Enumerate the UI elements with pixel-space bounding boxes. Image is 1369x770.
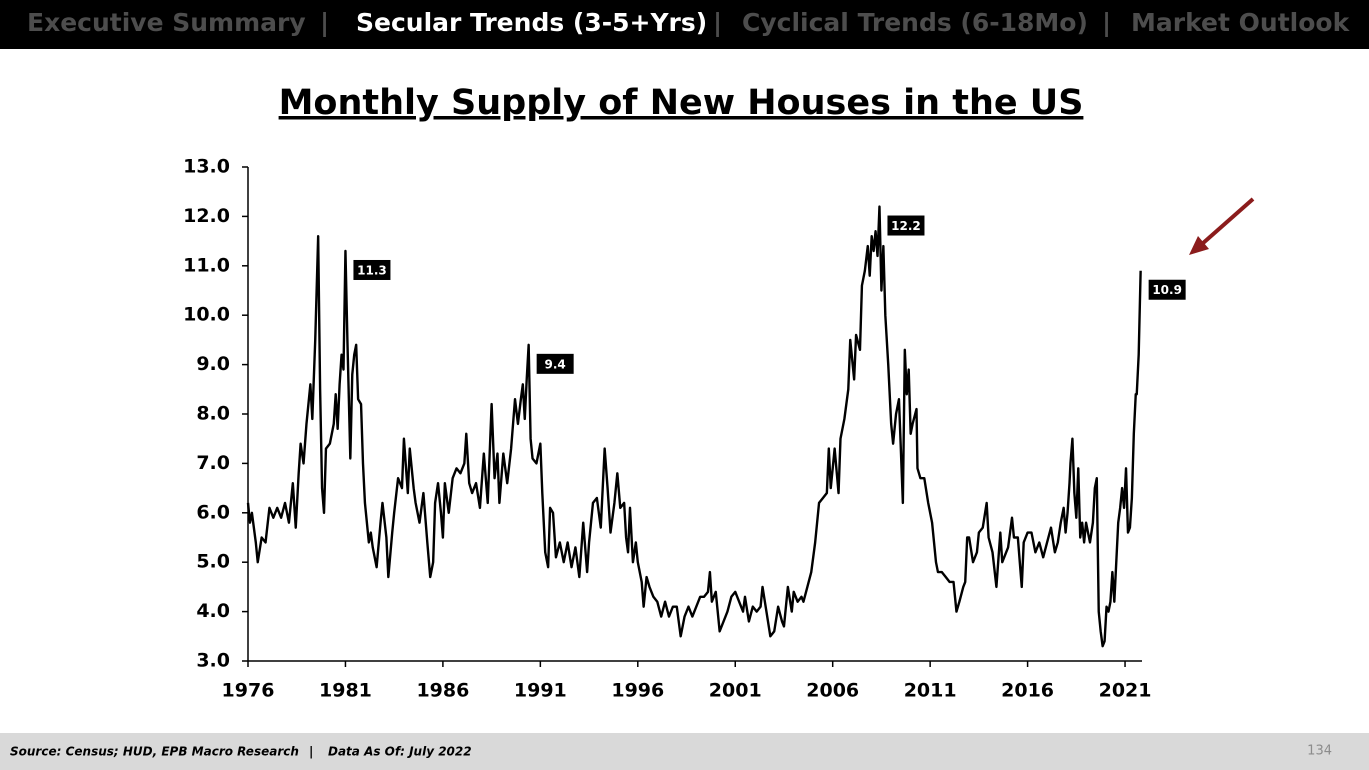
arrow-head [1189, 236, 1209, 255]
y-tick-label: 4.0 [196, 600, 230, 622]
x-tick-label: 2006 [806, 680, 859, 702]
y-tick-label: 9.0 [196, 353, 230, 375]
y-tick-label: 7.0 [196, 452, 230, 474]
y-tick-label: 10.0 [183, 304, 230, 326]
annotation: 12.2 [887, 215, 925, 236]
x-tick-label: 2001 [709, 680, 762, 702]
annotation-label: 10.9 [1152, 283, 1182, 297]
nav-item: Market Outlook [1131, 8, 1351, 37]
x-tick-label: 1991 [514, 680, 567, 702]
nav-separator: | [713, 8, 722, 37]
x-tick-label: 1976 [222, 680, 275, 702]
x-tick-label: 2011 [904, 680, 957, 702]
annotation-box [353, 259, 391, 280]
x-tick-label: 1981 [319, 680, 372, 702]
footer-bar [0, 733, 1369, 770]
x-tick-label: 2021 [1099, 680, 1152, 702]
annotation: 10.9 [1148, 279, 1186, 300]
footer-source: Source: Census; HUD, EPB Macro Research [10, 745, 299, 759]
annotation: 11.3 [353, 259, 391, 280]
nav-item: Executive Summary [27, 8, 306, 37]
x-tick-label: 1996 [611, 680, 664, 702]
y-tick-label: 13.0 [183, 156, 230, 178]
footer-separator: | [309, 745, 313, 759]
page-number: 134 [1307, 744, 1332, 759]
annotation-box [1148, 279, 1186, 300]
arrow-shaft [1200, 197, 1255, 246]
y-tick-label: 5.0 [196, 551, 230, 573]
y-tick-label: 11.0 [183, 254, 230, 276]
arrow [1189, 197, 1255, 255]
data-line [246, 205, 1142, 648]
annotation-label: 11.3 [357, 263, 387, 277]
annotation-label: 12.2 [891, 219, 921, 233]
nav-bar [0, 0, 1369, 49]
annotation: 9.4 [536, 353, 574, 374]
footer-as-of: Data As Of: July 2022 [328, 745, 472, 759]
nav-item: Cyclical Trends (6-18Mo) [742, 8, 1088, 37]
y-tick-label: 6.0 [196, 501, 230, 523]
nav-separator: | [320, 8, 329, 37]
nav-item: Secular Trends (3-5+Yrs) [356, 8, 707, 37]
annotation-box [536, 353, 574, 374]
y-tick-label: 3.0 [196, 650, 230, 672]
nav-separator: | [1102, 8, 1111, 37]
chart-title: Monthly Supply of New Houses in the US [279, 83, 1084, 123]
x-tick-label: 2016 [1001, 680, 1054, 702]
y-tick-label: 8.0 [196, 403, 230, 425]
y-tick-label: 12.0 [183, 205, 230, 227]
annotation-box [887, 215, 925, 236]
annotation-label: 9.4 [545, 357, 566, 371]
x-tick-label: 1986 [416, 680, 469, 702]
